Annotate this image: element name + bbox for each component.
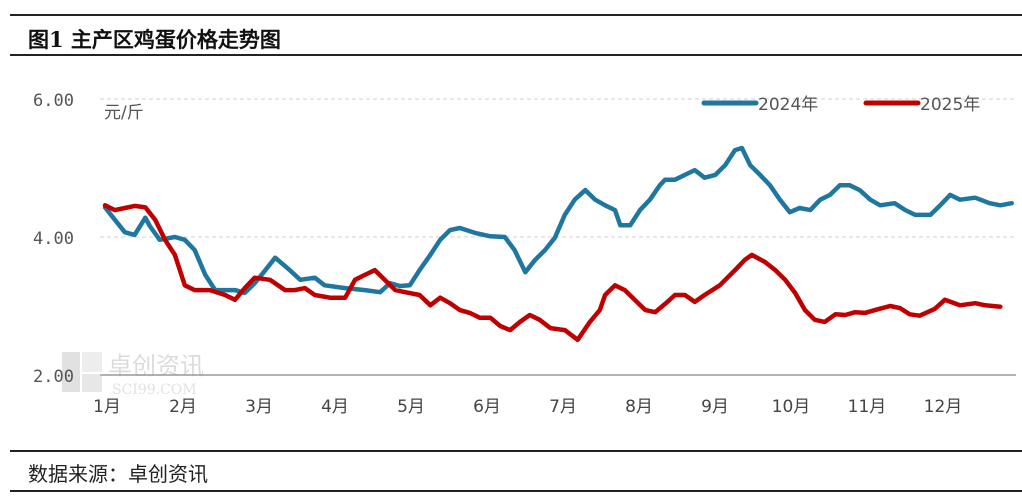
data-source: 数据来源：卓创资讯 — [28, 462, 208, 486]
chart-title: 图1 主产区鸡蛋价格走势图 — [28, 27, 281, 52]
watermark-logo: 卓创资讯 SCI99.COM — [62, 352, 204, 398]
watermark-block — [82, 352, 102, 372]
watermark-block — [62, 352, 80, 392]
x-tick-label: 7月 — [549, 397, 577, 417]
x-axis: 1月 2月 3月 4月 5月 6月 7月 8月 9月 10月 11月 12月 — [93, 397, 962, 417]
y-axis: 6.00 4.00 2.00 — [33, 91, 74, 387]
y-tick-label: 6.00 — [33, 91, 74, 111]
x-tick-label: 4月 — [321, 397, 349, 417]
title-rule — [10, 54, 1022, 56]
watermark-text: 卓创资讯 — [108, 352, 204, 380]
watermark-sub: SCI99.COM — [112, 382, 197, 398]
x-tick-label: 10月 — [772, 397, 811, 417]
y-tick-label: 4.00 — [33, 229, 74, 249]
bottom-rule — [10, 450, 1022, 452]
top-rule — [10, 14, 1022, 16]
legend-label: 2024年 — [758, 95, 818, 115]
x-tick-label: 12月 — [924, 397, 963, 417]
y-tick-label: 2.00 — [33, 367, 74, 387]
footer-rule — [10, 490, 1022, 492]
x-tick-label: 8月 — [625, 397, 653, 417]
x-tick-label: 5月 — [397, 397, 425, 417]
x-tick-label: 3月 — [245, 397, 273, 417]
legend-label: 2025年 — [920, 95, 980, 115]
x-tick-label: 9月 — [701, 397, 729, 417]
y-axis-unit: 元/斤 — [104, 103, 144, 123]
grid — [100, 98, 1016, 376]
series-lines — [102, 145, 1014, 343]
series-line-2025年 — [102, 203, 1003, 343]
watermark-block — [82, 374, 102, 392]
legend: 2024年 2025年 — [701, 95, 980, 115]
series-line-2024年 — [102, 145, 1014, 296]
x-tick-label: 6月 — [473, 397, 501, 417]
x-tick-label: 1月 — [93, 397, 121, 417]
x-tick-label: 2月 — [169, 397, 197, 417]
x-tick-label: 11月 — [848, 397, 887, 417]
